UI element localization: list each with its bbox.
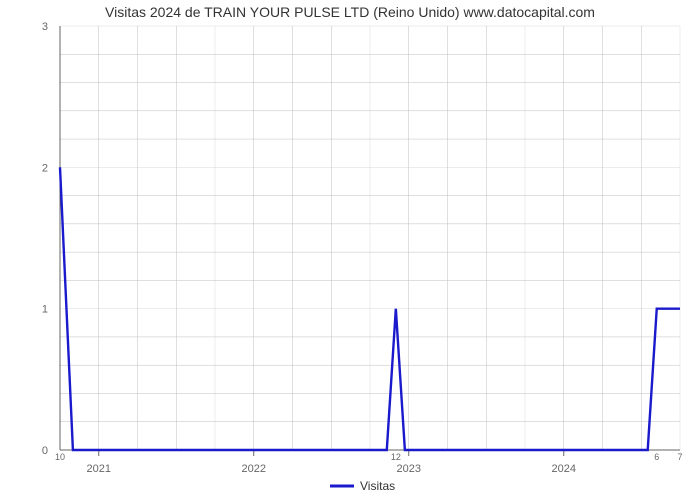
y-tick-label: 2 [42,162,48,174]
y-tick-label: 0 [42,445,48,457]
y-tick-label: 3 [42,21,48,33]
x-tick-label: 2022 [242,463,266,475]
point-label: 7 [677,452,682,462]
x-tick-label: 2024 [552,463,576,475]
chart-title: Visitas 2024 de TRAIN YOUR PULSE LTD (Re… [0,4,700,20]
point-label: 12 [391,452,401,462]
x-tick-label: 2023 [397,463,421,475]
legend: Visitas [330,479,395,493]
point-label: 6 [654,452,659,462]
legend-label: Visitas [360,479,395,493]
visits-chart: Visitas 2024 de TRAIN YOUR PULSE LTD (Re… [0,0,700,500]
point-label: 10 [55,452,65,462]
chart-svg: 01232021202220232024101267Visitas [0,0,700,500]
x-tick-label: 2021 [87,463,111,475]
y-tick-label: 1 [42,304,48,316]
